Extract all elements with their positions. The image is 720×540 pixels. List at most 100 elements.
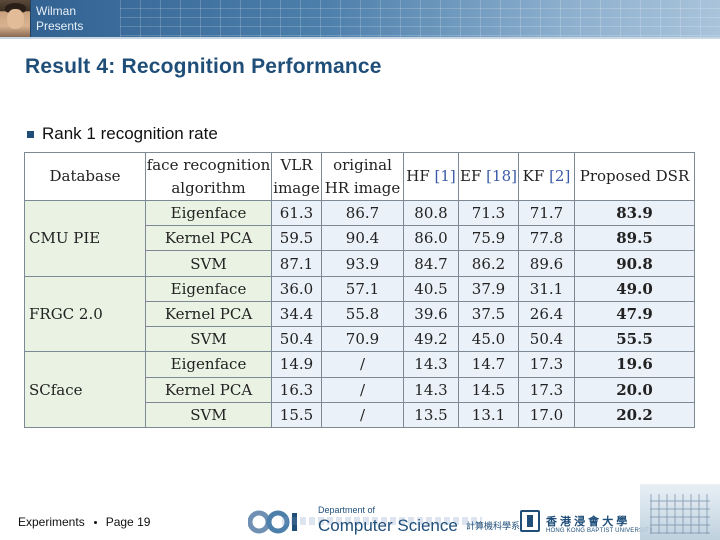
hf-cell: 39.6 xyxy=(403,300,459,328)
proposed-cell: 89.5 xyxy=(574,225,695,252)
original-cell: / xyxy=(321,376,404,403)
results-table: Database face recognition algorithm VLR … xyxy=(24,152,695,429)
kf-cell: 71.7 xyxy=(518,199,575,227)
original-cell: 86.7 xyxy=(321,199,404,227)
table-header-row: Database face recognition algorithm VLR … xyxy=(24,152,695,201)
table-row: SVM 15.5 / 13.5 13.1 17.0 20.2 xyxy=(25,401,695,429)
algorithm-cell: Kernel PCA xyxy=(145,300,272,328)
algorithm-cell: SVM xyxy=(145,401,272,429)
hf-cell: 49.2 xyxy=(403,326,459,353)
table-row: Kernel PCA 34.4 55.8 39.6 37.5 26.4 47.9 xyxy=(25,300,695,328)
table-row: CMU PIE Eigenface 61.3 86.7 80.8 71.3 71… xyxy=(24,199,695,277)
hf-cell: 86.0 xyxy=(403,225,459,252)
presenter-name: Wilman xyxy=(36,4,77,18)
footer-page-number: Page 19 xyxy=(105,515,151,529)
algorithm-cell: SVM xyxy=(145,326,272,353)
proposed-cell: 55.5 xyxy=(574,326,695,353)
footer-section-label: Experiments Page 19 xyxy=(18,515,150,529)
slide-title: Result 4: Recognition Performance xyxy=(25,55,382,78)
table-row: Kernel PCA 59.5 90.4 86.0 75.9 77.8 89.5 xyxy=(25,225,695,252)
original-cell: / xyxy=(321,401,404,429)
proposed-cell: 47.9 xyxy=(574,300,695,328)
avatar-face xyxy=(7,9,24,29)
bullet-text: Rank 1 recognition rate xyxy=(42,124,218,143)
vlr-cell: 87.1 xyxy=(271,250,322,277)
vlr-cell: 50.4 xyxy=(271,326,322,353)
ef-cell: 14.7 xyxy=(458,351,519,378)
header-algorithm-line2: algorithm xyxy=(171,178,246,197)
hf-cell: 80.8 xyxy=(403,199,459,227)
kf-cell: 17.3 xyxy=(518,351,575,378)
table-row: SCface Eigenface 14.9 / 14.3 14.7 17.3 1… xyxy=(24,351,695,428)
header-ef-label: EF xyxy=(460,167,482,185)
table-row: Kernel PCA 16.3 / 14.3 14.5 17.3 20.0 xyxy=(25,376,695,403)
original-cell: 93.9 xyxy=(321,250,404,277)
proposed-cell: 49.0 xyxy=(574,275,695,302)
algorithm-cell: SVM xyxy=(145,250,272,277)
presenter-subtitle: Presents xyxy=(36,19,84,33)
header-original: original HR image xyxy=(321,152,404,201)
proposed-cell: 83.9 xyxy=(574,199,695,227)
department-name: Computer Science xyxy=(318,516,458,535)
ef-cell: 75.9 xyxy=(458,225,519,252)
original-cell: 90.4 xyxy=(321,225,404,252)
kf-cell: 50.4 xyxy=(518,326,575,353)
header-proposed: Proposed DSR xyxy=(574,152,695,201)
campus-building-image xyxy=(640,484,720,540)
kf-cell: 17.0 xyxy=(518,401,575,429)
avatar xyxy=(0,0,31,37)
database-cell: FRGC 2.0 xyxy=(24,275,146,353)
database-cell: CMU PIE xyxy=(24,200,146,277)
header-algorithm-line1: face recognition xyxy=(146,155,271,174)
department-faint-text xyxy=(282,517,482,525)
header-vlr-line1: VLR xyxy=(280,155,313,174)
original-cell: 55.8 xyxy=(321,300,404,328)
table-row: SVM 87.1 93.9 84.7 86.2 89.6 90.8 xyxy=(25,250,695,277)
proposed-cell: 20.0 xyxy=(574,376,695,403)
university-crest-icon xyxy=(520,510,540,532)
vlr-cell: 34.4 xyxy=(271,300,322,328)
kf-cell: 77.8 xyxy=(518,225,575,252)
proposed-cell: 19.6 xyxy=(574,351,695,378)
header-algorithm: face recognition algorithm xyxy=(145,152,272,201)
original-cell: / xyxy=(321,351,404,378)
ef-cell: 86.2 xyxy=(458,250,519,277)
header-hf-citation: [1] xyxy=(434,167,456,185)
header-kf-label: KF xyxy=(522,167,545,185)
header-ef: EF [18] xyxy=(458,152,519,201)
proposed-cell: 20.2 xyxy=(574,401,695,429)
vlr-cell: 16.3 xyxy=(271,376,322,403)
banner-pattern xyxy=(120,0,720,37)
vlr-cell: 14.9 xyxy=(271,351,322,378)
kf-cell: 26.4 xyxy=(518,300,575,328)
hf-cell: 84.7 xyxy=(403,250,459,277)
bullet-item: Rank 1 recognition rate xyxy=(27,124,218,144)
presenter-label: Wilman Presents xyxy=(36,4,83,34)
header-banner: Wilman Presents xyxy=(0,0,720,37)
hf-cell: 14.3 xyxy=(403,351,459,378)
ef-cell: 45.0 xyxy=(458,326,519,353)
algorithm-cell: Kernel PCA xyxy=(145,225,272,252)
hf-cell: 40.5 xyxy=(403,275,459,302)
department-logo-icon xyxy=(248,510,297,534)
proposed-cell: 90.8 xyxy=(574,250,695,277)
ef-cell: 13.1 xyxy=(458,401,519,429)
vlr-cell: 59.5 xyxy=(271,225,322,252)
original-cell: 57.1 xyxy=(321,275,404,302)
database-cell: SCface xyxy=(24,351,146,428)
header-kf: KF [2] xyxy=(518,152,575,201)
avatar-hair xyxy=(5,3,26,13)
hf-cell: 13.5 xyxy=(403,401,459,429)
kf-cell: 17.3 xyxy=(518,376,575,403)
department-small-text: Department of xyxy=(318,505,376,515)
ef-cell: 37.5 xyxy=(458,300,519,328)
department-wordmark: Department of Computer Science xyxy=(318,505,458,535)
results-table-container: Database face recognition algorithm VLR … xyxy=(24,152,695,429)
header-hf: HF [1] xyxy=(403,152,459,201)
university-chinese-name: 香 港 浸 會 大 學 xyxy=(546,516,628,528)
ef-cell: 14.5 xyxy=(458,376,519,403)
algorithm-cell: Kernel PCA xyxy=(145,376,272,403)
ef-cell: 37.9 xyxy=(458,275,519,302)
vlr-cell: 36.0 xyxy=(271,275,322,302)
table-row: SVM 50.4 70.9 49.2 45.0 50.4 55.5 xyxy=(25,326,695,353)
